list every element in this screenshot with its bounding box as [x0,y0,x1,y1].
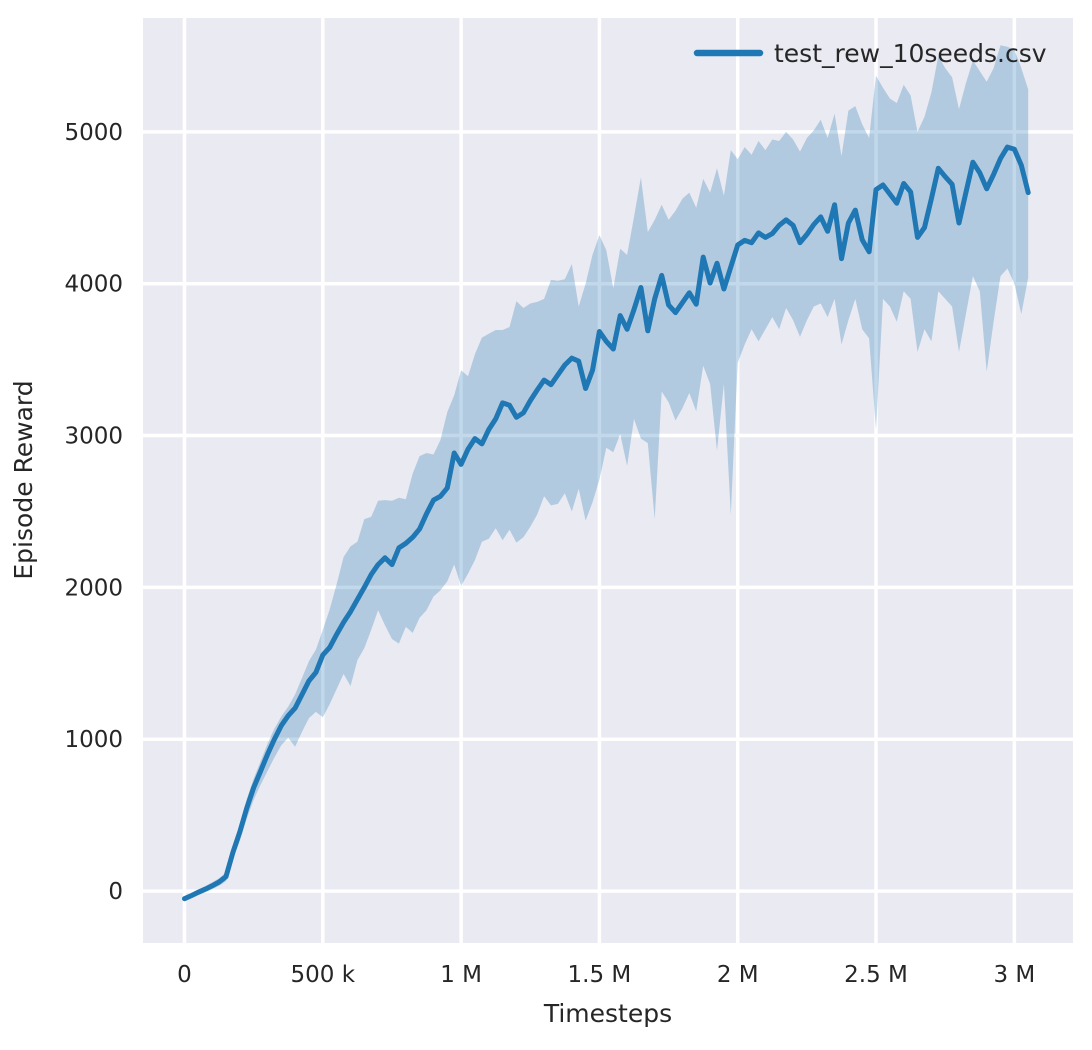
y-tick-label: 2000 [64,575,123,601]
plot-area [143,18,1073,943]
x-tick-label: 3 M [993,962,1035,988]
x-tick-label: 0 [177,962,192,988]
tick-label-layer: 0 500 k 1 M 1.5 M 2 M 2.5 M 3 M 0 1000 2000 3000 40… [64,120,1035,988]
x-axis-label: Timesteps [543,999,672,1028]
series-line-layer [182,144,1031,902]
x-tick-label: 2.5 M [844,962,908,988]
y-tick-label: 0 [108,879,123,905]
x-tick-label: 1.5 M [568,962,632,988]
x-tick-label: 2 M [717,962,759,988]
legend-label: test_rew_10seeds.csv [774,39,1047,68]
grid-layer [143,18,1073,943]
confidence-band [184,45,1029,901]
mean-line [182,144,1031,902]
confidence-band-layer [184,45,1029,901]
y-tick-label: 4000 [64,272,123,298]
legend: test_rew_10seeds.csv [693,39,1047,68]
x-tick-label: 500 k [291,962,356,988]
y-axis-label: Episode Reward [9,380,38,579]
y-tick-label: 5000 [64,120,123,146]
y-tick-label: 3000 [64,424,123,450]
y-tick-label: 1000 [64,727,123,753]
x-tick-label: 1 M [440,962,482,988]
